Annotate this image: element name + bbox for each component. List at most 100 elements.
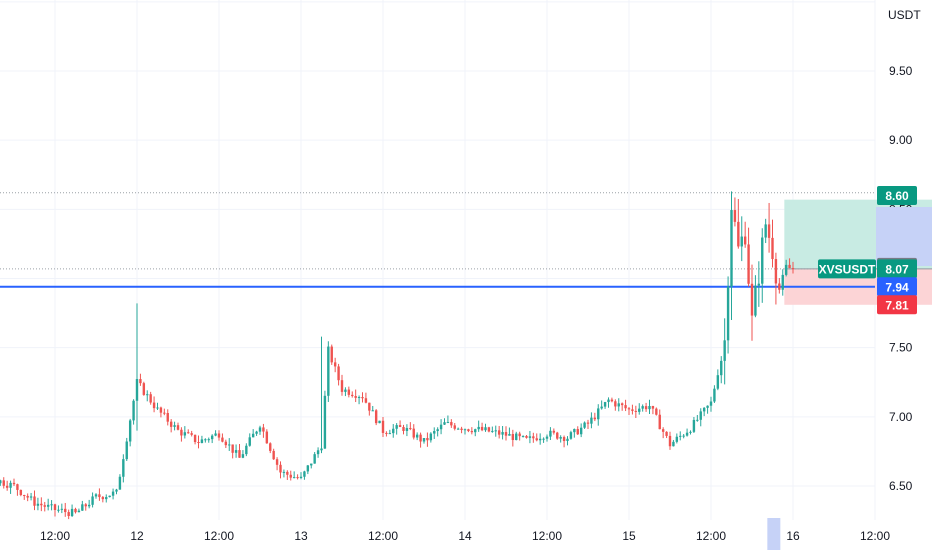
candle-body: [709, 401, 713, 406]
candle-body: [159, 407, 163, 413]
time-axis[interactable]: 12:00 12 12:00 13 12:00 14 12:00 15 12:00 16 12:00: [40, 518, 890, 550]
candle-body: [183, 432, 187, 436]
candle-body: [214, 433, 217, 436]
candle-body: [9, 482, 12, 488]
candle-body: [70, 508, 74, 517]
candle-body: [299, 476, 303, 478]
candle-body: [149, 394, 152, 403]
candle-body: [340, 380, 344, 392]
candle-body: [231, 444, 234, 453]
candle-body: [108, 495, 111, 498]
candle-body: [726, 286, 730, 341]
blue-line-label: 7.94: [885, 280, 909, 294]
price-tick-label: 6.50: [889, 479, 913, 493]
candle-body: [761, 237, 764, 284]
time-tick-label: 16: [786, 529, 800, 543]
candle-body: [405, 428, 409, 431]
candle-body: [248, 437, 251, 446]
candle-body: [463, 429, 467, 431]
candle-body: [491, 430, 494, 432]
candle-body: [217, 433, 221, 438]
candles: [0, 191, 795, 520]
candle-body: [651, 406, 655, 409]
symbol-price-label-box: [877, 259, 917, 279]
symbol-tag: XVSUSDT: [819, 262, 876, 276]
candle-body: [166, 413, 169, 422]
time-tick-label: 12:00: [860, 529, 890, 543]
candle-body: [791, 268, 795, 270]
candle-body: [679, 435, 682, 437]
stop-price-label: 7.81: [885, 298, 909, 312]
candle-body: [371, 410, 374, 412]
candle-body: [446, 422, 450, 424]
candle-body: [723, 340, 726, 361]
time-tick-label: 12:00: [696, 529, 726, 543]
candle-body: [429, 433, 433, 441]
candle-body: [245, 445, 248, 455]
candle-body: [296, 477, 299, 479]
candle-body: [788, 264, 791, 269]
candle-body: [419, 434, 422, 442]
candle-body: [402, 426, 405, 431]
candle-body: [474, 429, 477, 433]
candle-body: [347, 389, 351, 395]
candle-body: [53, 504, 57, 511]
candle-body: [504, 432, 508, 436]
candle-body: [190, 433, 193, 435]
candle-body: [569, 432, 573, 439]
candle-body: [200, 439, 204, 444]
candle-body: [327, 346, 330, 396]
candle-body: [433, 431, 436, 434]
candle-body: [730, 210, 733, 287]
candle-body: [603, 402, 607, 407]
candle-body: [535, 438, 538, 441]
candle-body: [111, 491, 115, 496]
candle-body: [19, 489, 23, 495]
candle-body: [781, 274, 784, 290]
candle-body: [740, 236, 743, 247]
candle-body: [453, 425, 456, 429]
candle-body: [784, 264, 788, 275]
candle-body: [696, 419, 699, 421]
candle-body: [87, 504, 91, 507]
candle-body: [593, 417, 597, 420]
candle-body: [450, 422, 453, 426]
candle-body: [757, 283, 761, 286]
candle-body: [586, 422, 590, 424]
candle-body: [289, 474, 292, 478]
candle-body: [395, 425, 398, 429]
candle-body: [57, 509, 60, 511]
candle-body: [733, 210, 737, 222]
candle-body: [23, 494, 26, 496]
candle-body: [197, 442, 200, 444]
candle-body: [173, 425, 176, 427]
candle-body: [16, 484, 19, 490]
candle-body: [750, 283, 754, 316]
candle-body: [392, 428, 395, 434]
candle-body: [135, 379, 139, 401]
candle-body: [713, 388, 716, 402]
candle-body: [169, 421, 173, 427]
candle-body: [644, 406, 648, 410]
candle-body: [422, 437, 426, 442]
currency-label: USDT: [888, 8, 921, 22]
candle-body: [579, 427, 583, 435]
candle-body: [180, 429, 183, 436]
candle-body: [634, 410, 638, 412]
target-price-label: 8.60: [885, 189, 909, 203]
candle-body: [494, 430, 497, 432]
candle-body: [467, 429, 470, 432]
candle-body: [193, 434, 197, 443]
time-tick-label: 14: [458, 529, 472, 543]
candle-body: [262, 427, 265, 432]
candle-body: [118, 476, 122, 490]
candle-body: [152, 402, 156, 409]
candle-body: [77, 510, 81, 513]
candle-body: [638, 408, 641, 412]
candle-body: [272, 450, 275, 460]
candle-body: [631, 409, 634, 411]
candle-body: [228, 444, 231, 446]
